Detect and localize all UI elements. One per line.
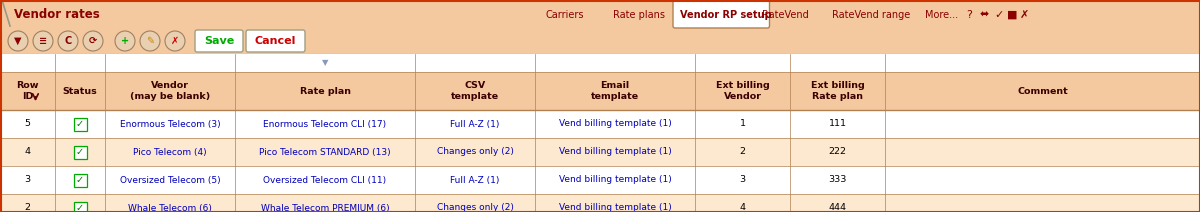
Bar xyxy=(73,117,86,131)
Text: Full A-Z (1): Full A-Z (1) xyxy=(450,176,499,184)
Text: ✓: ✓ xyxy=(76,119,84,129)
Text: More...: More... xyxy=(925,10,958,20)
Text: Oversized Telecom CLI (11): Oversized Telecom CLI (11) xyxy=(264,176,386,184)
Bar xyxy=(0,72,1200,110)
Text: Whale Telecom PREMIUM (6): Whale Telecom PREMIUM (6) xyxy=(260,204,389,212)
Circle shape xyxy=(166,31,185,51)
Text: Vendor RP setup: Vendor RP setup xyxy=(680,10,772,20)
Text: Comment: Comment xyxy=(1018,86,1068,95)
Text: ✗: ✗ xyxy=(1020,10,1030,20)
Text: ✓: ✓ xyxy=(76,175,84,185)
Text: Changes only (2): Changes only (2) xyxy=(437,148,514,156)
Text: Vendor rates: Vendor rates xyxy=(14,8,100,21)
Circle shape xyxy=(140,31,160,51)
Text: Carriers: Carriers xyxy=(545,10,583,20)
Circle shape xyxy=(8,31,28,51)
Text: 2: 2 xyxy=(739,148,745,156)
Text: 333: 333 xyxy=(828,176,847,184)
Text: 444: 444 xyxy=(828,204,846,212)
Text: +: + xyxy=(121,36,130,46)
Text: Vend billing template (1): Vend billing template (1) xyxy=(559,120,671,128)
Text: Whale Telecom (6): Whale Telecom (6) xyxy=(128,204,212,212)
Text: Save: Save xyxy=(204,36,234,46)
Text: 111: 111 xyxy=(828,120,846,128)
Text: Rate plans: Rate plans xyxy=(613,10,665,20)
Bar xyxy=(73,173,86,187)
Text: Enormous Telecom (3): Enormous Telecom (3) xyxy=(120,120,221,128)
Text: 4: 4 xyxy=(24,148,30,156)
Text: Vendor
(may be blank): Vendor (may be blank) xyxy=(130,81,210,101)
Text: Vend billing template (1): Vend billing template (1) xyxy=(559,176,671,184)
Text: ⬌: ⬌ xyxy=(980,10,989,20)
Text: ✓: ✓ xyxy=(76,203,84,212)
Text: Rate plan: Rate plan xyxy=(300,86,350,95)
Text: ⟳: ⟳ xyxy=(89,36,97,46)
Text: ✓: ✓ xyxy=(994,10,1003,20)
Bar xyxy=(0,54,1200,72)
Text: C: C xyxy=(65,36,72,46)
Text: Email
template: Email template xyxy=(590,81,640,101)
Bar xyxy=(73,145,86,159)
Text: 5: 5 xyxy=(24,120,30,128)
Text: Enormous Telecom CLI (17): Enormous Telecom CLI (17) xyxy=(264,120,386,128)
Text: Cancel: Cancel xyxy=(254,36,295,46)
Text: Changes only (2): Changes only (2) xyxy=(437,204,514,212)
Text: ■: ■ xyxy=(1007,10,1018,20)
Text: 4: 4 xyxy=(739,204,745,212)
FancyBboxPatch shape xyxy=(194,30,242,52)
Text: Vend billing template (1): Vend billing template (1) xyxy=(559,148,671,156)
Circle shape xyxy=(83,31,103,51)
Circle shape xyxy=(115,31,134,51)
Text: 3: 3 xyxy=(739,176,745,184)
Bar xyxy=(0,110,1200,138)
FancyBboxPatch shape xyxy=(673,0,769,28)
Text: ?: ? xyxy=(966,10,972,20)
Circle shape xyxy=(34,31,53,51)
Text: ≡: ≡ xyxy=(38,36,47,46)
Text: Pico Telecom (4): Pico Telecom (4) xyxy=(133,148,206,156)
Bar xyxy=(0,28,1200,54)
Text: 2: 2 xyxy=(24,204,30,212)
Bar xyxy=(0,166,1200,194)
Text: ▼: ▼ xyxy=(322,59,329,67)
Text: ▼: ▼ xyxy=(14,36,22,46)
Bar xyxy=(0,54,1200,212)
Text: Pico Telecom STANDARD (13): Pico Telecom STANDARD (13) xyxy=(259,148,391,156)
Text: RateVend: RateVend xyxy=(762,10,809,20)
Text: 3: 3 xyxy=(24,176,30,184)
Text: 222: 222 xyxy=(828,148,846,156)
Text: Oversized Telecom (5): Oversized Telecom (5) xyxy=(120,176,221,184)
Bar xyxy=(0,138,1200,166)
Text: Vend billing template (1): Vend billing template (1) xyxy=(559,204,671,212)
Text: RateVend range: RateVend range xyxy=(832,10,911,20)
Text: ✗: ✗ xyxy=(170,36,179,46)
Circle shape xyxy=(58,31,78,51)
Text: CSV
template: CSV template xyxy=(451,81,499,101)
Text: ✓: ✓ xyxy=(76,147,84,157)
Text: ✎: ✎ xyxy=(146,36,154,46)
FancyBboxPatch shape xyxy=(246,30,305,52)
Text: Status: Status xyxy=(62,86,97,95)
Text: Ext billing
Rate plan: Ext billing Rate plan xyxy=(811,81,864,101)
Bar xyxy=(73,201,86,212)
Text: Row
ID: Row ID xyxy=(17,81,38,101)
Text: Full A-Z (1): Full A-Z (1) xyxy=(450,120,499,128)
Text: Ext billing
Vendor: Ext billing Vendor xyxy=(715,81,769,101)
Bar xyxy=(0,0,1200,28)
Text: 1: 1 xyxy=(739,120,745,128)
Bar xyxy=(0,194,1200,212)
